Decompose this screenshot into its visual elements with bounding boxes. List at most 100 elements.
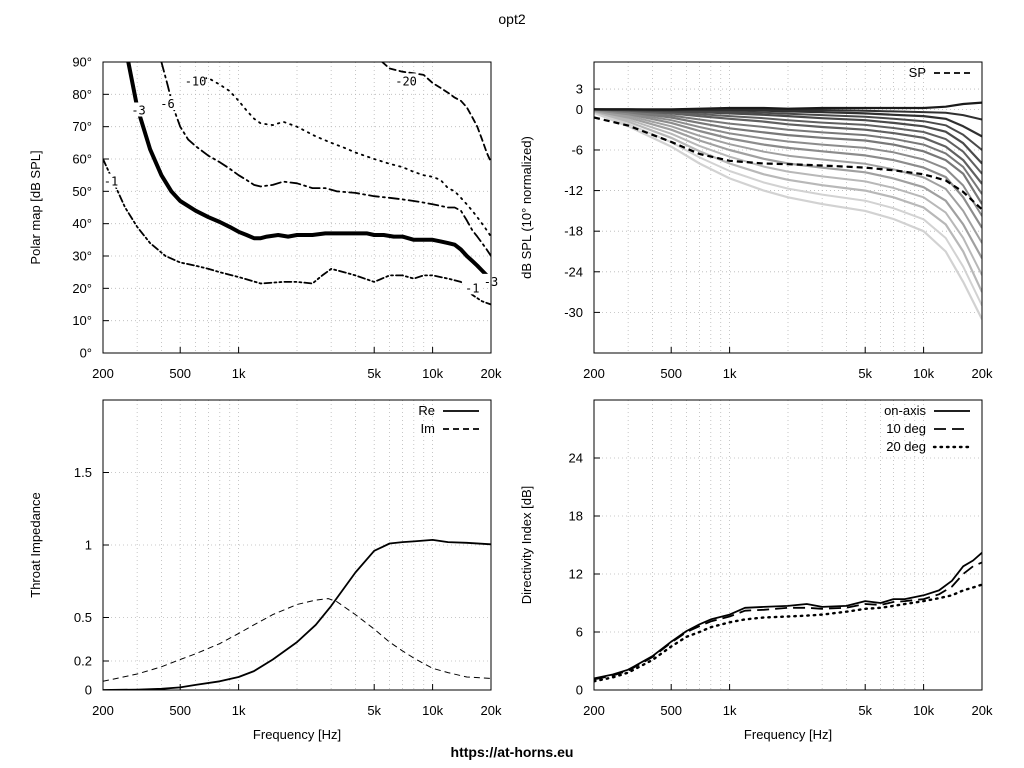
directivity-series-2	[594, 583, 982, 683]
polar-contour-label-3: -10	[185, 74, 207, 88]
impedance-xtick-label: 5k	[367, 703, 381, 718]
footer-url: https://at-horns.eu	[451, 744, 574, 760]
directivity-legend-label-0: on-axis	[884, 403, 926, 418]
polar-ytick-label: 80°	[72, 87, 92, 102]
polar-contour-label-bg-5	[462, 280, 483, 295]
directivity-series-1	[594, 561, 982, 681]
normalized-angle-curve-11	[594, 108, 982, 175]
polar-contour-label-bg-4	[396, 73, 417, 88]
normalized-angle-curve-4	[594, 109, 982, 259]
polar-xtick-label: 200	[92, 366, 114, 381]
normalized-angle-curve-10	[594, 108, 982, 185]
normalized-xtick-label: 5k	[858, 366, 872, 381]
normalized-angle-curve-8	[594, 108, 982, 205]
impedance-ytick-label: 1.5	[74, 465, 92, 480]
polar-ytick-label: 30°	[72, 249, 92, 264]
polar-plot-area	[103, 62, 491, 306]
polar-contour-label-1: -3	[131, 104, 145, 118]
impedance-legend-label-1: Im	[421, 421, 435, 436]
polar-xtick-label: 10k	[422, 366, 443, 381]
directivity-xtick-label: 1k	[723, 703, 737, 718]
polar-plot-border	[102, 61, 492, 354]
polar-ytick-label: 40°	[72, 216, 92, 231]
polar-contour-label-bg-1	[128, 102, 149, 117]
normalized-spl-panel: 200 500 1k 5k 10k 20k 3 0 -6 -12 -18 -24 -30 dB SPL (…	[519, 61, 993, 381]
normalized-angle-curve-7	[594, 108, 982, 217]
polar-xtick-label: 5k	[367, 366, 381, 381]
polar-ytick-label: 90°	[72, 55, 92, 70]
normalized-plot-border	[593, 61, 983, 354]
impedance-ytick-label: 0.5	[74, 610, 92, 625]
normalized-angle-curve-16	[594, 101, 982, 111]
normalized-angle-curve-6	[594, 108, 982, 229]
impedance-xtick-label: 10k	[422, 703, 443, 718]
polar-ytick-label: 50°	[72, 184, 92, 199]
normalized-plot-area	[594, 101, 982, 320]
directivity-xtick-label: 500	[660, 703, 682, 718]
normalized-xtick-label: 1k	[723, 366, 737, 381]
normalized-angle-curve-5	[594, 109, 982, 244]
normalized-xtick-label: 500	[660, 366, 682, 381]
normalized-ytick-label: -6	[571, 142, 583, 157]
directivity-xlabel: Frequency [Hz]	[744, 727, 832, 742]
polar-xtick-label: 1k	[232, 366, 246, 381]
impedance-series-1	[103, 598, 491, 682]
figure-title: opt2	[498, 11, 525, 27]
polar-ytick-label: 0°	[80, 346, 92, 361]
polar-contour-label-bg-0	[101, 173, 122, 188]
polar-contour-label-0: -1	[104, 175, 118, 189]
directivity-xtick-label: 10k	[913, 703, 934, 718]
normalized-xtick-label: 20k	[972, 366, 993, 381]
directivity-xtick-label: 200	[583, 703, 605, 718]
directivity-xtick-label: 20k	[972, 703, 993, 718]
directivity-legend-label-2: 20 deg	[886, 439, 926, 454]
normalized-angle-curve-9	[594, 108, 982, 195]
directivity-xtick-label: 5k	[858, 703, 872, 718]
polar-contour-0	[103, 158, 491, 306]
polar-contour-label-bg-2	[157, 96, 178, 111]
normalized-ytick-label: -12	[564, 183, 583, 198]
normalized-angle-curve-1	[594, 111, 982, 307]
directivity-ylabel: Directivity Index [dB]	[519, 486, 534, 605]
directivity-ytick-label: 0	[576, 683, 583, 698]
impedance-plot-border	[102, 399, 492, 691]
polar-contour-3	[197, 77, 491, 238]
polar-ylabel: Polar map [dB SPL]	[28, 150, 43, 264]
normalized-angle-curve-0	[594, 111, 982, 320]
directivity-plot-border	[593, 399, 983, 691]
polar-contour-2	[160, 62, 491, 257]
polar-xtick-label: 500	[169, 366, 191, 381]
directivity-ytick-label: 24	[569, 451, 583, 466]
normalized-angle-curve-3	[594, 110, 982, 276]
directivity-series-0	[594, 552, 982, 680]
normalized-ytick-label: -30	[564, 305, 583, 320]
normalized-ytick-label: -24	[564, 264, 583, 279]
directivity-ytick-label: 6	[576, 625, 583, 640]
polar-ytick-label: 10°	[72, 313, 92, 328]
polar-xtick-label: 20k	[481, 366, 502, 381]
directivity-plot-area	[594, 552, 982, 683]
impedance-ylabel: Throat Impedance	[28, 492, 43, 598]
impedance-xtick-label: 200	[92, 703, 114, 718]
polar-contour-label-5: -1	[465, 281, 479, 295]
normalized-ylabel: dB SPL (10° normalized)	[519, 136, 534, 279]
polar-ytick-label: 60°	[72, 152, 92, 167]
normalized-angle-curve-2	[594, 110, 982, 293]
impedance-ytick-label: 0	[85, 683, 92, 698]
directivity-ytick-label: 18	[569, 509, 583, 524]
normalized-xtick-label: 200	[583, 366, 605, 381]
polar-contour-label-bg-3	[185, 73, 206, 88]
impedance-series-0	[103, 539, 491, 690]
polar-map-panel: 200 500 1k 5k 10k 20k 0° 10° 20° 30° 40° 50° 60° 70° 8…	[28, 55, 502, 382]
impedance-xtick-label: 1k	[232, 703, 246, 718]
polar-contour-1	[126, 62, 489, 278]
polar-ytick-label: 70°	[72, 119, 92, 134]
polar-ytick-label: 20°	[72, 281, 92, 296]
normalized-xtick-label: 10k	[913, 366, 934, 381]
impedance-ytick-label: 0.2	[74, 654, 92, 669]
impedance-xtick-label: 20k	[481, 703, 502, 718]
polar-contour-label-4: -20	[395, 74, 417, 88]
normalized-ytick-label: -18	[564, 224, 583, 239]
polar-contour-label-2: -6	[160, 97, 174, 111]
